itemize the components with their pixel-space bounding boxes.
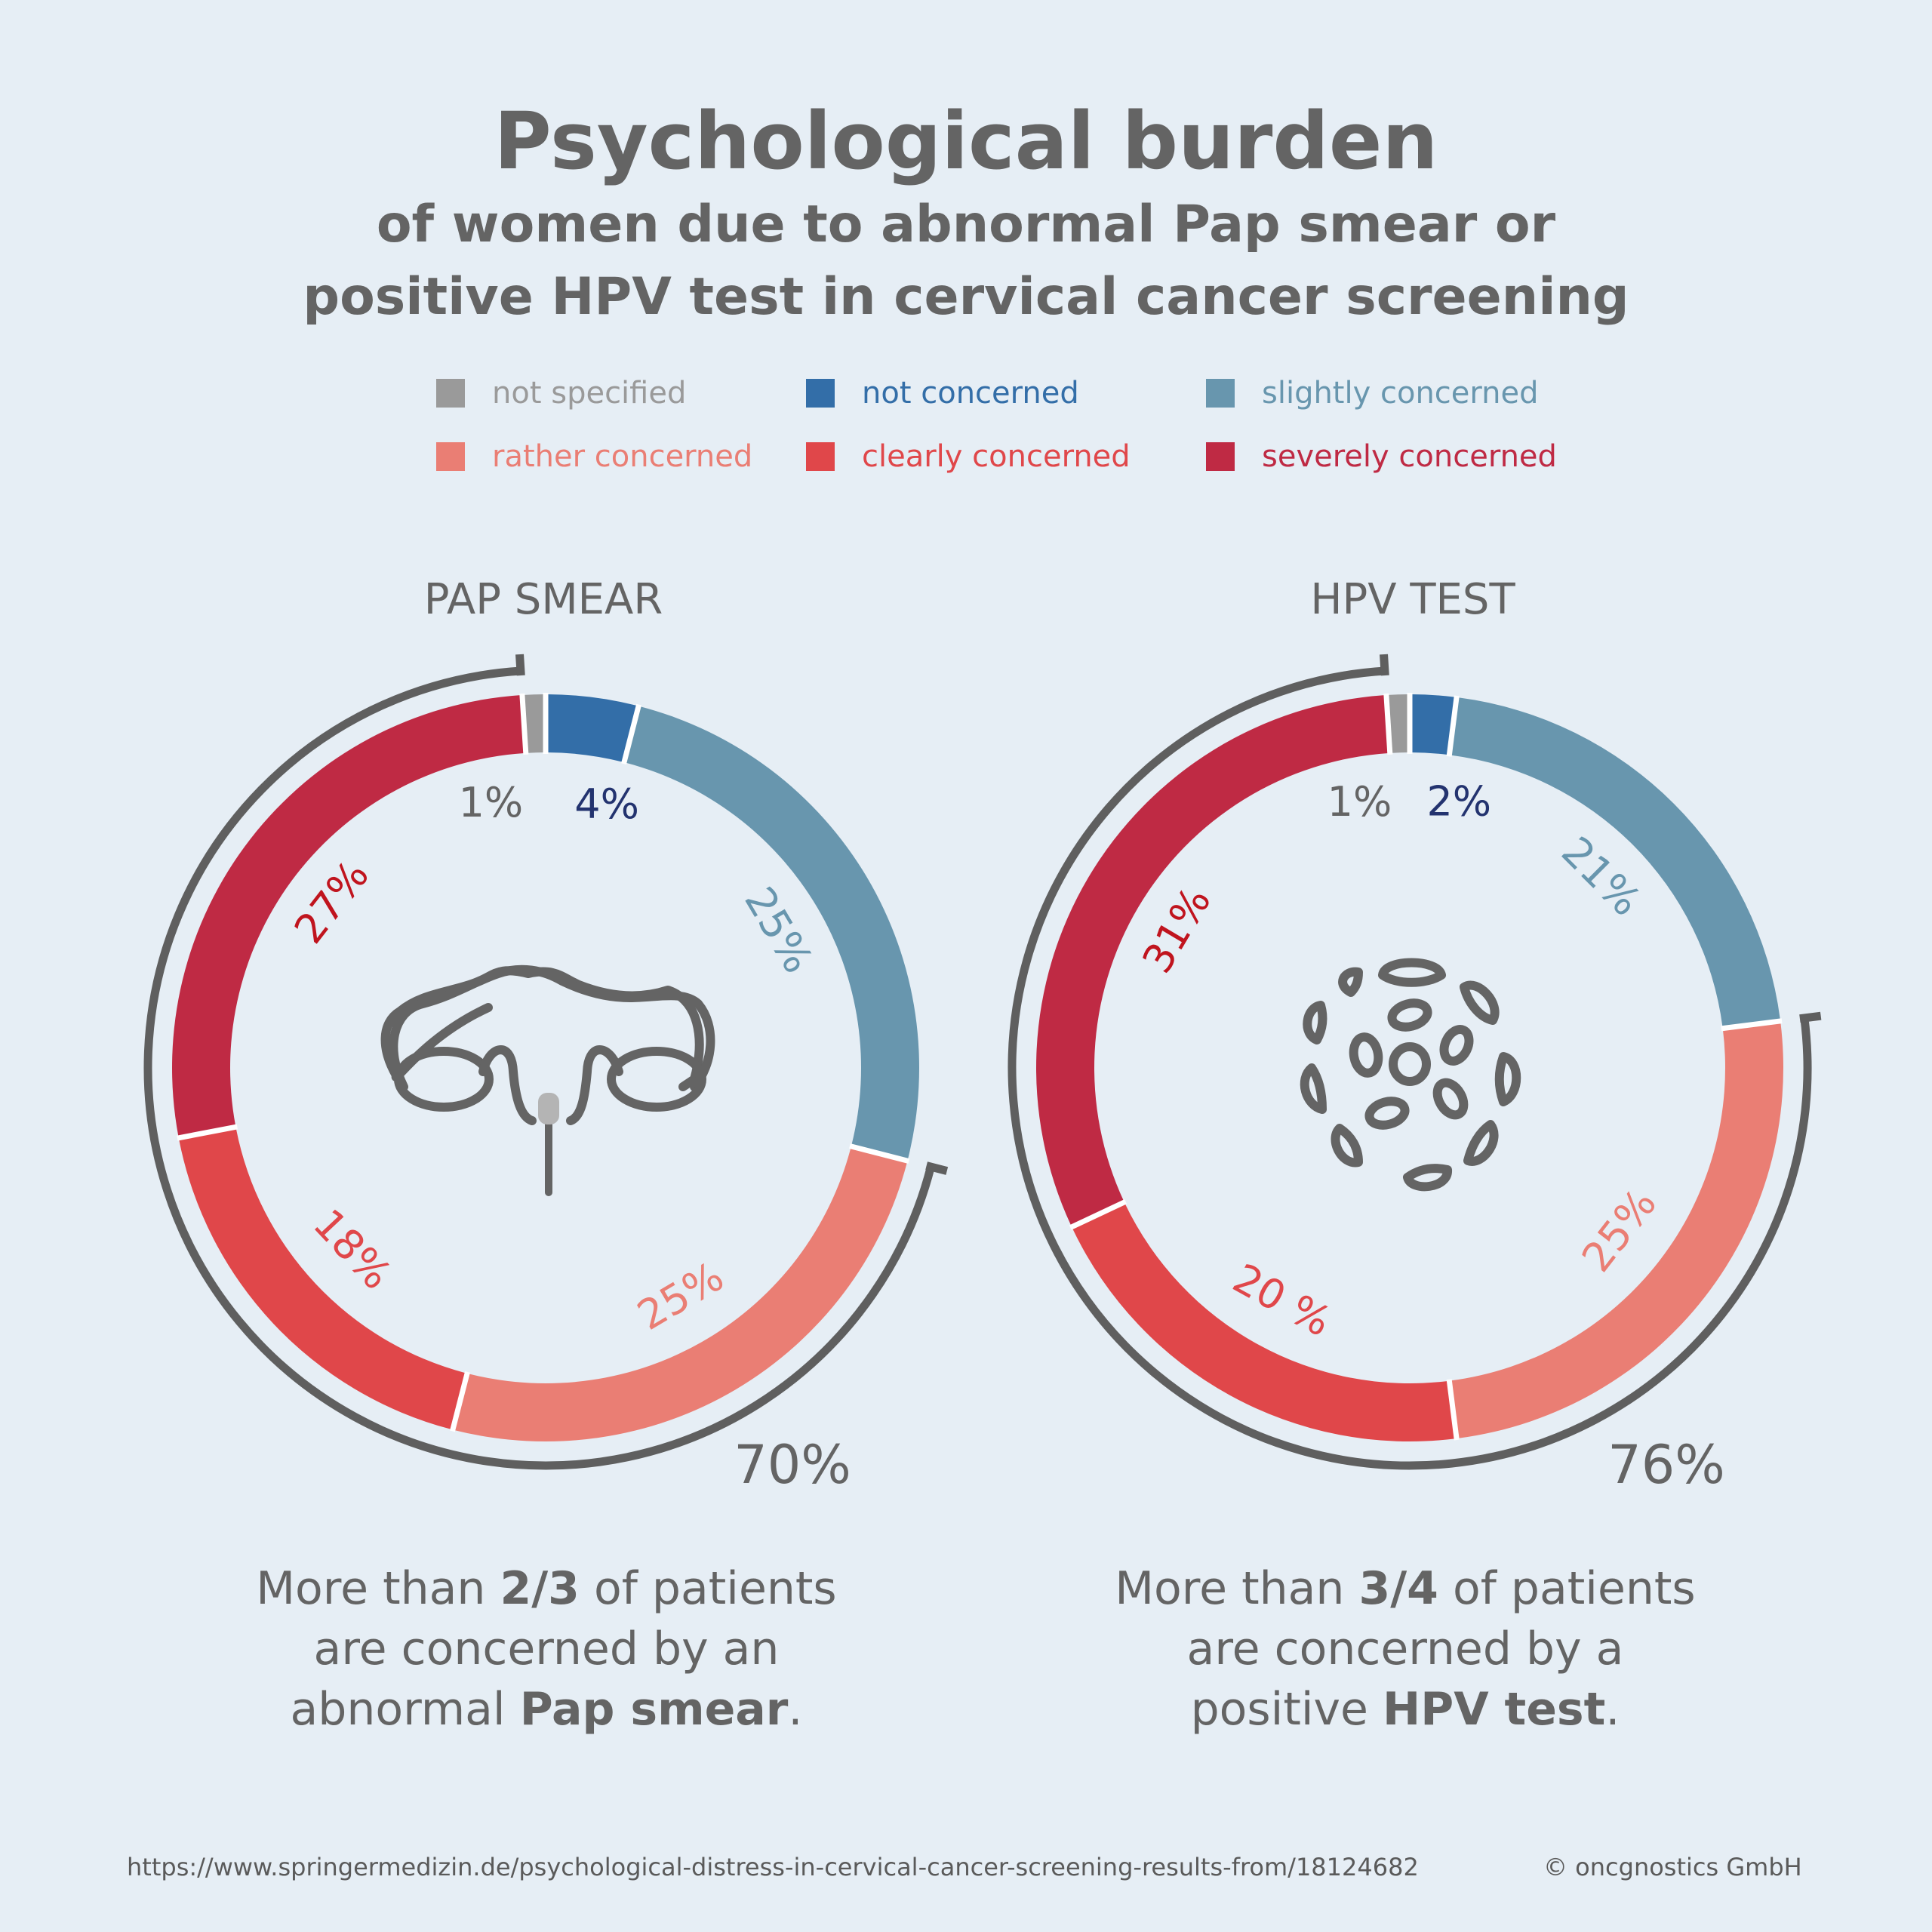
value-label-clearly-concerned: 18% (304, 1200, 401, 1299)
caption-bold-test: HPV test (1383, 1683, 1606, 1736)
donut-chart-pap: 1% 4%25%25%18%27%70% (143, 654, 949, 1496)
legend-label: severely concerned (1262, 439, 1557, 474)
legend-item-rather-concerned: rather concerned (436, 439, 752, 474)
donut-segment-severely-concerned (171, 695, 525, 1137)
caption-text: More than (1115, 1562, 1359, 1615)
segment-separator (1069, 1198, 1128, 1230)
segment-separator (519, 693, 529, 755)
donut-segment-not-concerned (1411, 694, 1455, 755)
donut-segment-slightly-concerned (626, 706, 919, 1159)
subtitle-line-2: positive HPV test in cervical cancer scr… (303, 267, 1629, 327)
caption-text: of patients (579, 1562, 837, 1615)
legend-label: rather concerned (492, 439, 753, 474)
segment-separator (1446, 695, 1460, 757)
caption-text: positive (1190, 1683, 1383, 1736)
bracket-start-tick (925, 1161, 949, 1175)
caption-bold-fraction: 3/4 (1358, 1562, 1438, 1615)
concerned-total-label: 70% (734, 1434, 851, 1496)
caption-text: . (1605, 1683, 1620, 1736)
legend-label: not specified (492, 376, 687, 411)
legend-swatch (436, 379, 465, 408)
donut-segment-clearly-concerned (1072, 1203, 1455, 1441)
segment-separator (1721, 1018, 1783, 1032)
value-label-rather-concerned: 25% (629, 1253, 731, 1340)
legend-swatch (806, 379, 835, 408)
page-title: Psychological burden (494, 95, 1438, 187)
legend-item-slightly-concerned: slightly concerned (1206, 376, 1539, 411)
value-label-not-concerned: 4% (574, 780, 639, 828)
uterus-icon-tube-left (478, 1045, 537, 1125)
copyright: © oncgnostics GmbH (1543, 1853, 1802, 1881)
caption-text: More than (256, 1562, 500, 1615)
segment-separator (849, 1143, 910, 1164)
legend-label: not concerned (862, 376, 1079, 411)
value-label-not-specified: 1% (1327, 778, 1392, 826)
caption-text: abnormal (290, 1683, 520, 1736)
value-label-rather-concerned: 25% (1573, 1180, 1666, 1280)
value-label-clearly-concerned: 20 % (1226, 1254, 1340, 1346)
legend-item-clearly-concerned: clearly concerned (806, 439, 1131, 474)
donut-segment-not-concerned (547, 694, 637, 762)
donut-segment-not-specified (1388, 694, 1408, 753)
segment-separator (177, 1124, 238, 1141)
caption-text: of patients (1438, 1562, 1696, 1615)
uterus-icon (380, 964, 715, 1196)
value-label-not-concerned: 2% (1426, 778, 1491, 826)
caption-pap-smear: More than 2/3 of patients are concerned … (169, 1558, 924, 1740)
uterus-icon-ovary-left (394, 1047, 494, 1112)
legend-swatch (1206, 442, 1235, 471)
donut-segment-slightly-concerned (1451, 697, 1780, 1027)
donut-segment-not-specified (524, 694, 544, 753)
bracket-end-tick (1380, 654, 1389, 676)
page-subtitle: of women due to abnormal Pap smear or po… (0, 189, 1932, 334)
caption-bold-fraction: 2/3 (500, 1562, 580, 1615)
segment-separator (1446, 1379, 1460, 1441)
legend-swatch (436, 442, 465, 471)
legend-label: clearly concerned (862, 439, 1131, 474)
legend-item-severely-concerned: severely concerned (1206, 439, 1557, 474)
chart-title-pap-smear: PAP SMEAR (423, 575, 663, 624)
uterus-icon-cervix (538, 1093, 559, 1124)
caption-hpv-test: More than 3/4 of patients are concerned … (1028, 1558, 1783, 1740)
caption-text: . (788, 1683, 803, 1736)
legend-item-not-concerned: not concerned (806, 376, 1079, 411)
donut-segment-severely-concerned (1035, 695, 1389, 1226)
concerned-bracket (143, 666, 935, 1470)
uterus-icon-ovary-right (607, 1047, 706, 1112)
legend-swatch (806, 442, 835, 471)
virus-icon (1300, 958, 1521, 1192)
caption-text: are concerned by a (1186, 1623, 1624, 1675)
donut-segment-clearly-concerned (179, 1128, 466, 1429)
bracket-end-tick (515, 654, 525, 676)
donut-segment-rather-concerned (1451, 1023, 1783, 1438)
uterus-icon-path (389, 964, 715, 1091)
chart-title-hpv-test: HPV TEST (1310, 575, 1515, 624)
legend-swatch (1206, 379, 1235, 408)
caption-bold-test: Pap smear (519, 1683, 789, 1736)
donut-segment-rather-concerned (454, 1148, 907, 1441)
caption-text: are concerned by an (313, 1623, 780, 1675)
uterus-icon-tube-right (566, 1045, 623, 1125)
legend-label: slightly concerned (1262, 376, 1539, 411)
value-label-not-specified: 1% (459, 779, 524, 826)
subtitle-line-1: of women due to abnormal Pap smear or (376, 195, 1556, 254)
segment-separator (621, 703, 641, 764)
segment-separator (450, 1371, 470, 1432)
source-link[interactable]: https://www.springermedizin.de/psycholog… (127, 1853, 1419, 1881)
concerned-total-label: 76% (1607, 1434, 1725, 1496)
concerned-bracket (1008, 666, 1812, 1470)
segment-separator (1383, 693, 1393, 755)
bracket-start-tick (1799, 1011, 1822, 1023)
uterus-icon-outline (380, 966, 704, 1091)
legend-item-not-specified: not specified (436, 376, 686, 411)
